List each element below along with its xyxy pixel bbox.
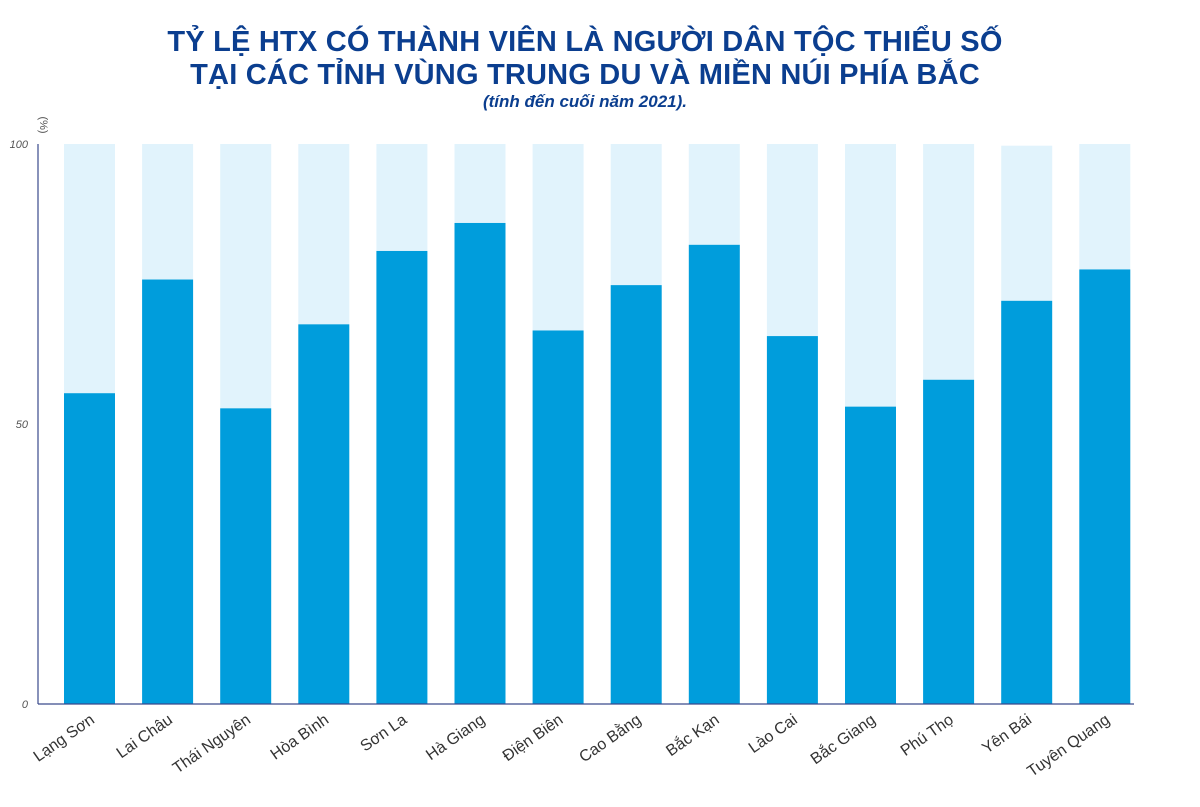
bar-value [766,336,818,704]
bar-value [845,406,896,704]
y-unit-label: (%) [37,116,49,133]
bar-remainder [376,144,428,251]
bar-value [142,279,194,704]
bar-remainder [610,144,662,286]
bar-remainder [845,144,896,407]
category-label: Sơn La [358,711,411,755]
bar-remainder [766,144,818,337]
category-label: Thái Nguyên [170,711,254,777]
bar-value [1079,269,1131,704]
y-tick-label: 0 [22,699,29,711]
category-label: Lào Cai [746,711,801,757]
y-tick-label: 100 [10,139,29,151]
bar-value [923,379,975,704]
category-label: Lai Châu [114,711,176,762]
bar-value [1001,300,1053,704]
category-label: Hà Giang [423,711,488,764]
bar-value [376,250,428,704]
chart-subtitle: (tính đến cuối năm 2021). [482,92,688,111]
bar-value [454,222,506,704]
bar-remainder [688,144,740,245]
category-label: Hòa Bình [268,711,332,763]
bar-value [298,324,350,704]
category-label: Điện Biên [500,711,567,765]
category-label: Bắc Giang [807,710,879,768]
bar-value [532,330,584,704]
category-label: Lạng Sơn [31,711,98,765]
bar-remainder [298,144,350,325]
chart-title-line-1: TỶ LỆ HTX CÓ THÀNH VIÊN LÀ NGƯỜI DÂN TỘC… [167,26,1003,58]
chart-title-block: TỶ LỆ HTX CÓ THÀNH VIÊN LÀ NGƯỜI DÂN TỘC… [0,26,1170,112]
category-label: Cao Bằng [575,710,644,766]
bar-value [610,285,662,704]
bar-remainder [142,144,194,280]
bar-remainder [1079,144,1131,270]
bar-remainder [454,144,506,223]
bar-value [64,393,115,704]
category-label: Bắc Kạn [662,710,722,760]
bar-remainder [923,144,975,380]
y-tick-label: 50 [16,419,29,431]
bar-remainder [1001,145,1053,301]
bar-remainder [532,144,584,331]
bar-value [688,244,740,705]
category-label: Phú Thọ [898,711,957,760]
category-label: Tuyên Quang [1024,711,1113,780]
category-label: Yên Bái [979,711,1035,757]
chart-title-line-2: TẠI CÁC TỈNH VÙNG TRUNG DU VÀ MIỀN NÚI P… [190,59,980,91]
bar-value [220,408,272,704]
bar-remainder [220,144,272,409]
bar-remainder [64,144,115,394]
